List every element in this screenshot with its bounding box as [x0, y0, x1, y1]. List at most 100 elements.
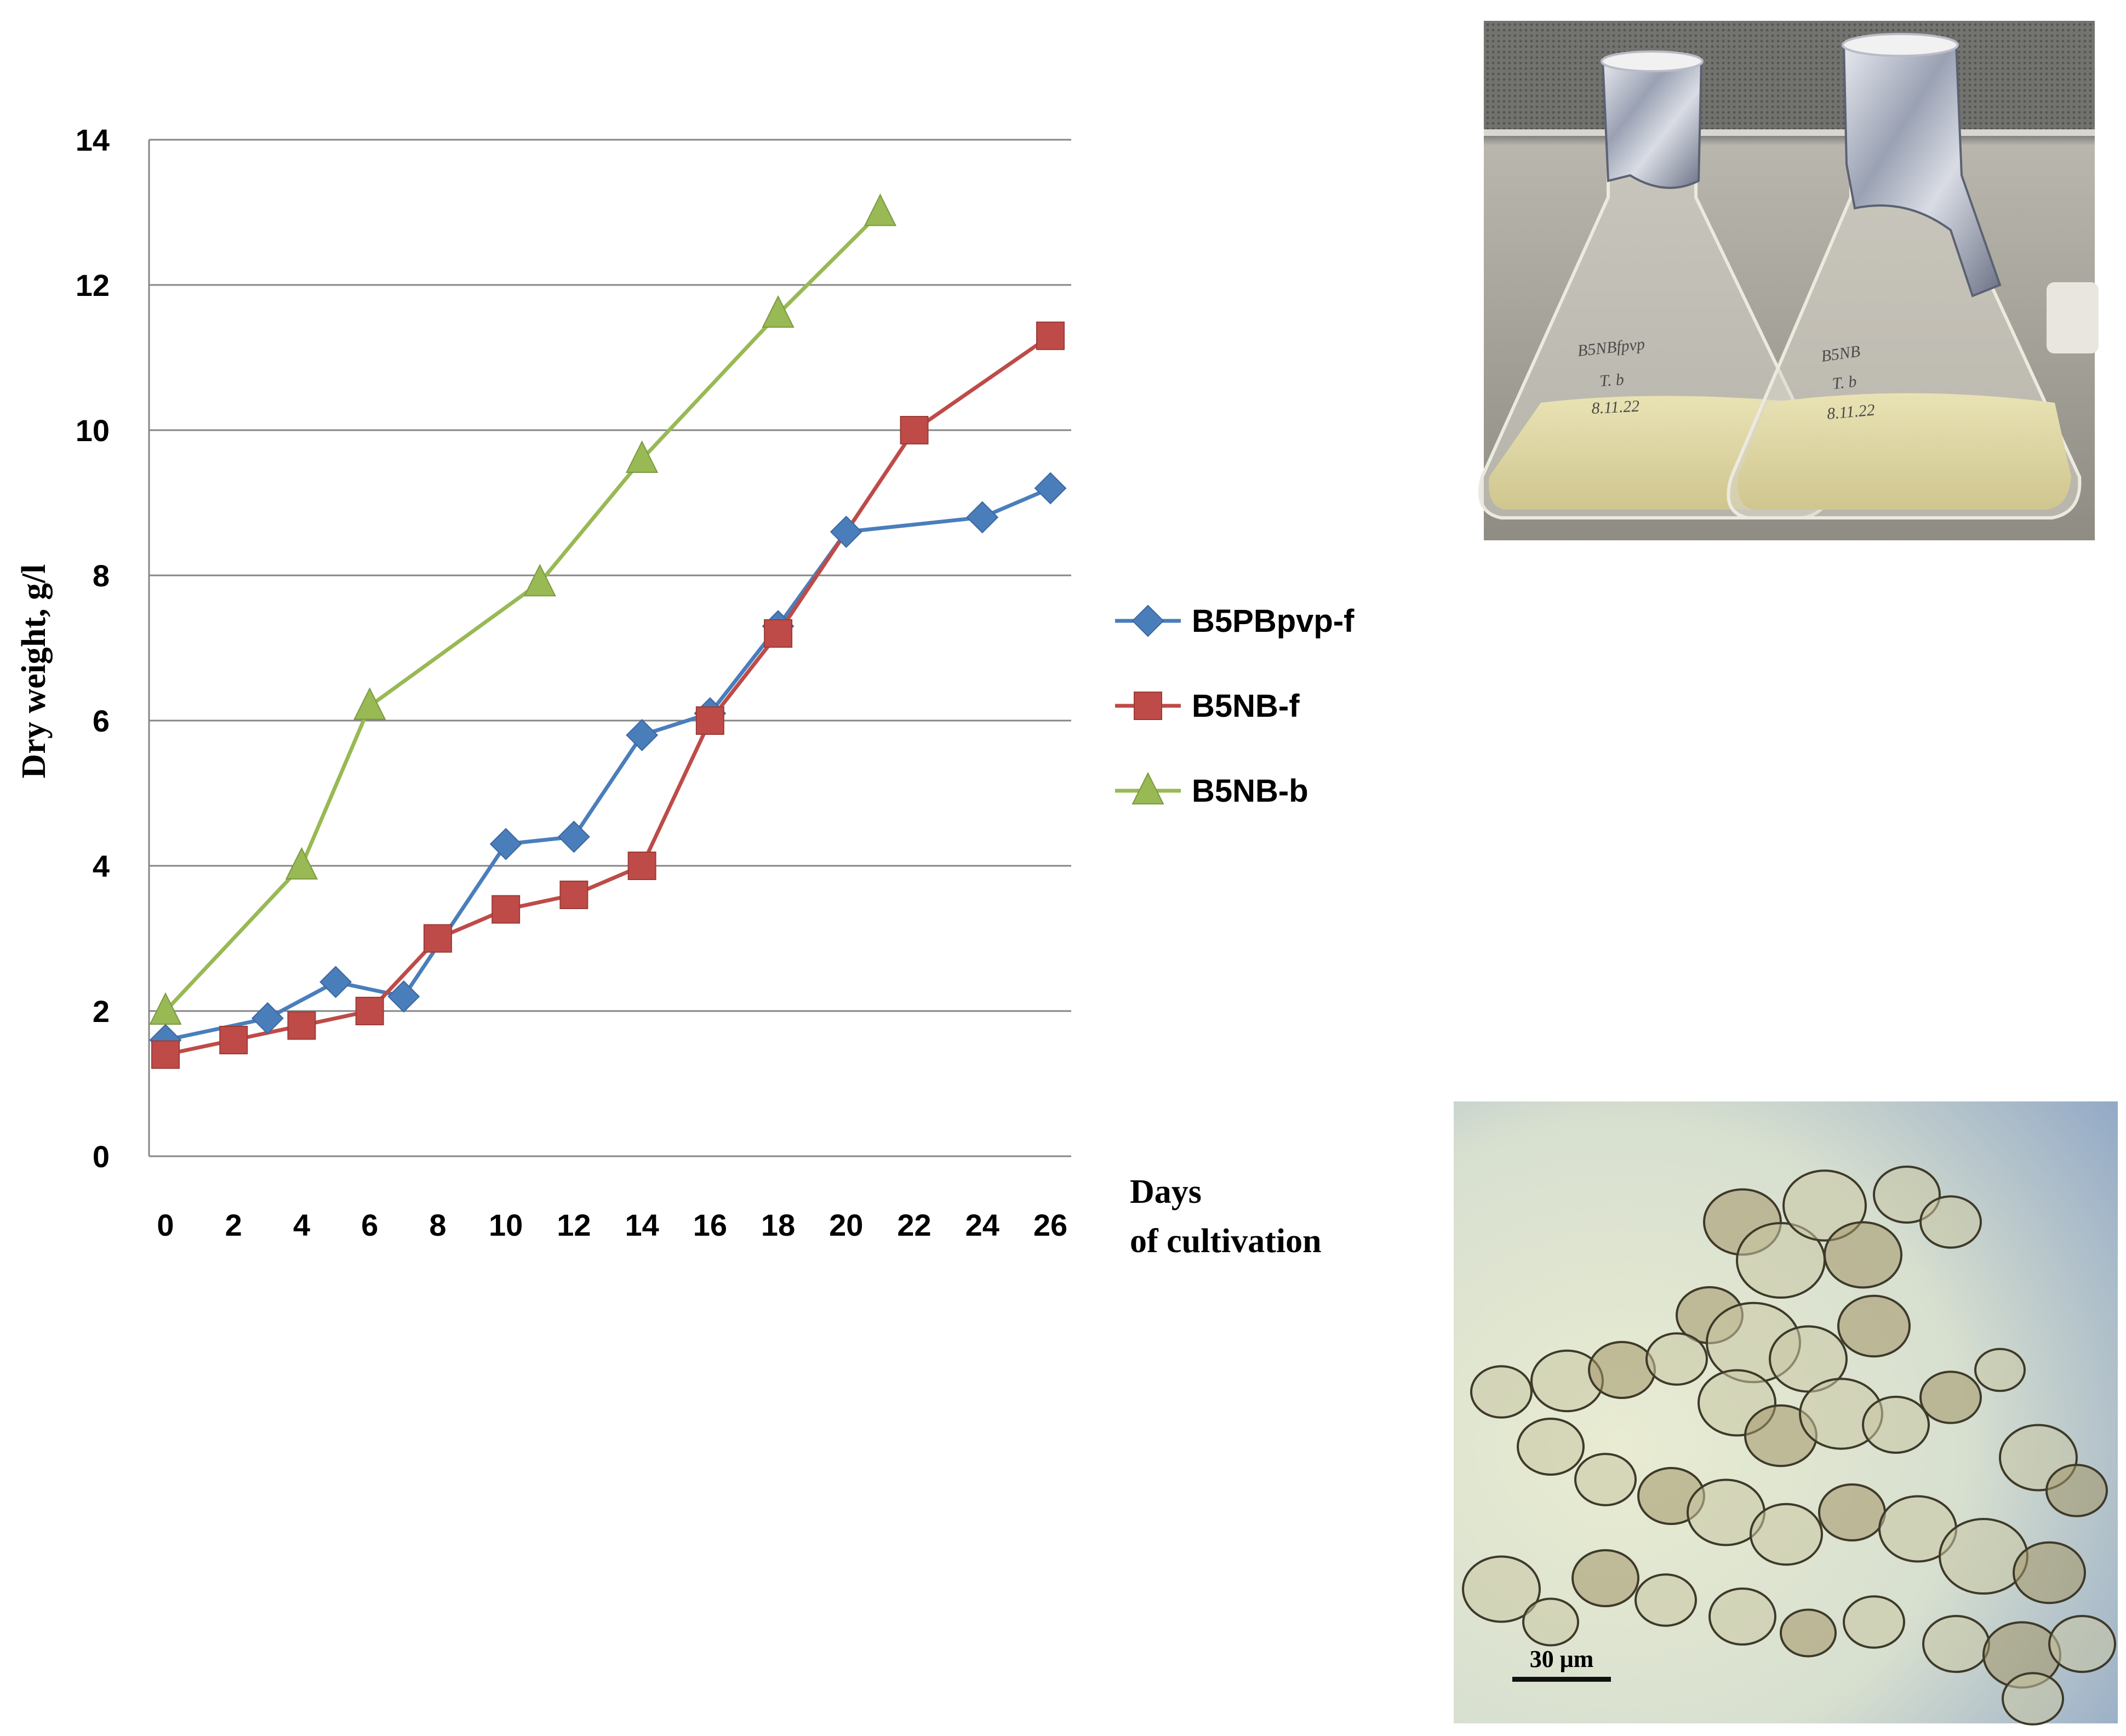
flask-photo: B5NBfpvp T. b 8.11.22 B5NB T. b 8.11.22	[1478, 21, 2099, 540]
legend-label: B5NB-b	[1192, 773, 1308, 809]
micrograph-photo: 30 μm	[1454, 1101, 2118, 1726]
data-point-2	[762, 295, 795, 328]
cell	[2048, 1615, 2116, 1673]
data-point-2	[149, 992, 182, 1025]
series-markers	[149, 193, 1067, 1069]
legend-label: B5PBpvp-f	[1192, 603, 1355, 639]
y-tick-label: 6	[93, 704, 110, 738]
data-point-0	[626, 719, 659, 751]
x-axis-title-line1: Days	[1130, 1173, 1202, 1210]
scale-bar-label: 30 μm	[1530, 1646, 1594, 1672]
data-point-0	[966, 501, 999, 534]
legend-marker	[1134, 692, 1162, 720]
x-tick-label: 18	[761, 1208, 795, 1242]
cell	[1824, 1221, 1902, 1289]
flask-left-label-2: T. b	[1599, 370, 1625, 390]
data-point-2	[523, 564, 556, 597]
series-lines	[164, 211, 1051, 1057]
cell	[1588, 1341, 1656, 1399]
data-point-1	[764, 619, 793, 648]
data-point-0	[319, 966, 352, 998]
flask-right-label-2: T. b	[1831, 372, 1858, 392]
cell	[1919, 1195, 1982, 1249]
data-point-1	[559, 881, 588, 909]
cell	[1843, 1595, 1905, 1649]
y-tick-label: 2	[93, 994, 110, 1029]
x-tick-label: 14	[625, 1208, 659, 1242]
cell	[1818, 1483, 1886, 1541]
x-tick-label: 4	[293, 1208, 310, 1242]
x-tick-label: 10	[489, 1208, 523, 1242]
data-point-0	[557, 820, 590, 853]
y-tick-label: 10	[76, 413, 110, 448]
x-tick-label: 12	[557, 1208, 591, 1242]
y-tick-label: 4	[93, 849, 110, 883]
cell	[1919, 1370, 1982, 1424]
data-point-2	[625, 440, 659, 473]
data-point-0	[489, 827, 522, 860]
cell	[1750, 1503, 1823, 1566]
y-tick-labels: 0 2 4 6 8 10 12 14	[76, 123, 110, 1174]
cell	[1571, 1549, 1639, 1607]
cell	[1862, 1396, 1930, 1454]
x-tick-label: 24	[965, 1208, 999, 1242]
x-tick-labels: 0 2 4 6 8 10 12 14 16 18 20 22 24 26	[157, 1208, 1067, 1242]
data-point-1	[355, 997, 384, 1025]
legend-marker	[1131, 604, 1164, 637]
x-tick-label: 20	[829, 1208, 863, 1242]
legend-label: B5NB-f	[1192, 688, 1300, 724]
cell	[2013, 1541, 2086, 1604]
data-point-1	[627, 852, 656, 880]
x-tick-label: 0	[157, 1208, 174, 1242]
data-point-2	[864, 193, 897, 226]
data-point-1	[287, 1011, 316, 1040]
y-axis-title: Dry weight, g/l	[15, 564, 53, 779]
data-point-1	[151, 1040, 180, 1069]
data-point-0	[1034, 472, 1067, 505]
x-tick-label: 26	[1033, 1208, 1067, 1242]
x-tick-label: 6	[361, 1208, 378, 1242]
data-point-1	[695, 706, 724, 735]
y-tick-label: 12	[76, 268, 110, 302]
cell	[1782, 1169, 1867, 1242]
x-tick-label: 8	[429, 1208, 446, 1242]
x-axis-title-line2: of cultivation	[1130, 1223, 1322, 1260]
data-point-2	[285, 847, 318, 880]
cell	[1974, 1347, 2026, 1392]
cell	[1634, 1573, 1697, 1627]
legend-marker	[1131, 772, 1164, 804]
cell	[1522, 1597, 1579, 1647]
data-point-1	[219, 1026, 248, 1054]
cell	[1837, 1294, 1911, 1358]
data-point-1	[900, 416, 929, 444]
data-point-0	[830, 516, 862, 548]
cell	[1708, 1587, 1776, 1646]
cell	[1470, 1365, 1533, 1419]
flask-left-label-3: 8.11.22	[1591, 397, 1640, 418]
flask-right-label-3: 8.11.22	[1826, 401, 1876, 423]
cell	[1939, 1518, 2028, 1595]
x-tick-label: 2	[225, 1208, 242, 1242]
data-point-1	[423, 924, 452, 953]
cell	[1517, 1418, 1585, 1476]
y-tick-label: 14	[76, 123, 110, 157]
data-point-2	[353, 687, 386, 720]
cell	[1574, 1453, 1637, 1506]
x-tick-label: 16	[693, 1208, 727, 1242]
cell-clusters	[1462, 1166, 2116, 1726]
data-point-0	[251, 1002, 284, 1035]
data-point-0	[387, 980, 420, 1013]
series-line-0	[165, 486, 1051, 1042]
x-tick-label: 22	[897, 1208, 931, 1242]
y-tick-label: 8	[93, 558, 110, 593]
cell	[1922, 1615, 1990, 1673]
legend: B5PBpvp-f B5NB-f B5NB-b	[1115, 603, 1355, 809]
cell	[2002, 1672, 2064, 1726]
cell	[2045, 1464, 2108, 1517]
data-point-1	[492, 895, 521, 924]
cell	[1780, 1608, 1837, 1658]
cell	[1645, 1332, 1708, 1386]
data-point-1	[1036, 321, 1065, 350]
